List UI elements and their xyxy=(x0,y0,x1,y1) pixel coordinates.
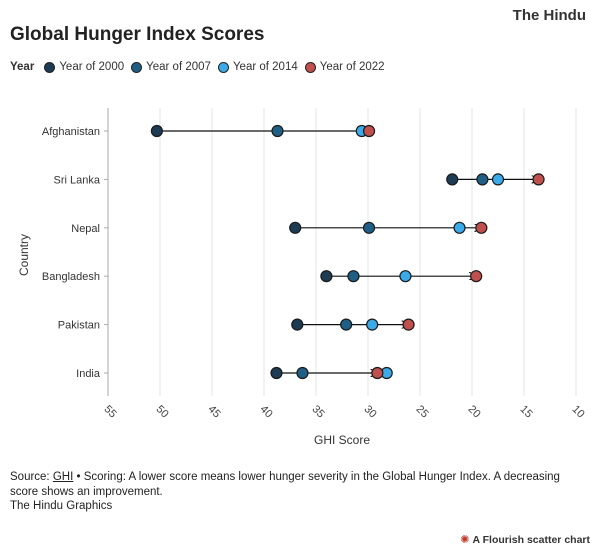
legend-item-2022[interactable]: Year of 2022 xyxy=(304,61,385,73)
y-axis-title: Country xyxy=(17,234,31,276)
legend-label-2000: Year of 2000 xyxy=(59,61,125,73)
legend-swatch-2022 xyxy=(304,61,316,73)
legend-swatch-2000 xyxy=(44,61,56,73)
legend-swatch-2007 xyxy=(131,61,143,73)
point-year-of-2022[interactable] xyxy=(362,124,376,138)
point-year-of-2014[interactable] xyxy=(366,318,379,331)
source-label: Source: xyxy=(10,471,50,483)
point-year-of-2007[interactable] xyxy=(476,173,489,186)
x-axis-title: GHI Score xyxy=(314,433,370,447)
x-tick-label: 20 xyxy=(466,403,483,420)
footer-note: Source: GHI • Scoring: A lower score mea… xyxy=(10,470,588,500)
flourish-label: A Flourish scatter chart xyxy=(472,533,590,546)
point-year-of-2022[interactable] xyxy=(371,366,384,380)
point-year-of-2000[interactable] xyxy=(289,221,302,234)
x-tick-label: 25 xyxy=(414,403,431,420)
x-tick-label: 40 xyxy=(258,403,275,420)
legend-swatch-2014 xyxy=(217,61,229,73)
category-label: Pakistan xyxy=(58,320,100,332)
flourish-asterisk-icon: ✺ xyxy=(460,534,470,546)
x-tick-label: 30 xyxy=(362,403,379,420)
legend-title: Year xyxy=(10,61,35,73)
point-year-of-2022[interactable] xyxy=(470,270,483,283)
point-year-of-2000[interactable] xyxy=(150,124,163,138)
point-year-of-2007[interactable] xyxy=(347,270,360,283)
scoring-note: • Scoring: A lower score means lower hun… xyxy=(10,471,560,498)
point-year-of-2007[interactable] xyxy=(271,124,284,138)
category-label: Nepal xyxy=(71,223,100,235)
dumbbell-chart: 55 50 45 40 35 30 25 20 15 10 Afghanistan Sri Lanka… xyxy=(17,108,587,447)
point-year-of-2000[interactable] xyxy=(270,366,283,380)
legend-label-2014: Year of 2014 xyxy=(232,61,298,73)
flourish-credit[interactable]: ✺ A Flourish scatter chart xyxy=(460,533,590,547)
point-year-of-2007[interactable] xyxy=(296,366,309,380)
point-year-of-2007[interactable] xyxy=(362,221,376,234)
category-label: India xyxy=(76,368,101,380)
x-tick-label: 45 xyxy=(206,403,223,420)
point-year-of-2000[interactable] xyxy=(320,270,333,283)
point-year-of-2000[interactable] xyxy=(446,173,459,186)
source-link[interactable]: GHI xyxy=(52,471,74,483)
category-label: Afghanistan xyxy=(42,126,100,138)
point-year-of-2022[interactable] xyxy=(532,173,545,186)
point-year-of-2014[interactable] xyxy=(491,173,505,186)
brand-logo: The Hindu xyxy=(512,7,586,24)
point-year-of-2014[interactable] xyxy=(399,270,412,283)
legend-label-2022: Year of 2022 xyxy=(319,61,385,73)
x-tick-label: 50 xyxy=(154,403,171,420)
category-label: Bangladesh xyxy=(42,271,100,283)
legend: Year Year of 2000 Year of 2007 Year of 2… xyxy=(10,61,392,73)
legend-item-2014[interactable]: Year of 2014 xyxy=(217,61,298,73)
point-year-of-2022[interactable] xyxy=(402,318,415,331)
legend-item-2007[interactable]: Year of 2007 xyxy=(131,61,211,73)
x-tick-label: 15 xyxy=(518,403,535,420)
category-label: Sri Lanka xyxy=(54,174,101,186)
credit: The Hindu Graphics xyxy=(10,500,113,512)
point-year-of-2000[interactable] xyxy=(291,318,304,331)
x-tick-label: 35 xyxy=(310,403,327,420)
legend-item-2000[interactable]: Year of 2000 xyxy=(44,61,124,73)
x-tick-label: 10 xyxy=(570,403,587,420)
point-year-of-2007[interactable] xyxy=(340,318,353,331)
chart-title: Global Hunger Index Scores xyxy=(10,24,265,45)
point-year-of-2022[interactable] xyxy=(475,221,488,234)
point-year-of-2014[interactable] xyxy=(453,221,466,234)
x-tick-label: 55 xyxy=(102,403,119,420)
legend-label-2007: Year of 2007 xyxy=(146,61,211,73)
